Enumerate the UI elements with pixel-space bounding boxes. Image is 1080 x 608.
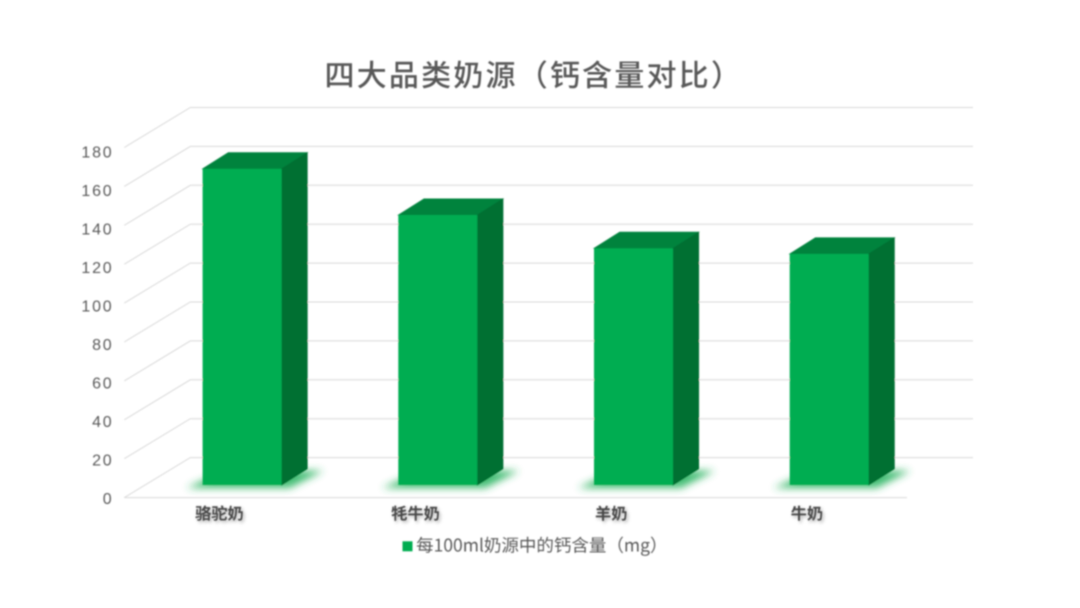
svg-text:20: 20	[92, 453, 113, 470]
svg-text:160: 160	[81, 183, 113, 200]
svg-text:40: 40	[92, 414, 113, 431]
svg-text:180: 180	[81, 144, 113, 161]
svg-text:120: 120	[81, 260, 113, 277]
svg-text:60: 60	[92, 376, 113, 393]
svg-text:80: 80	[92, 337, 113, 354]
svg-text:140: 140	[81, 222, 113, 239]
svg-text:100: 100	[81, 299, 113, 316]
svg-text:0: 0	[103, 491, 114, 508]
